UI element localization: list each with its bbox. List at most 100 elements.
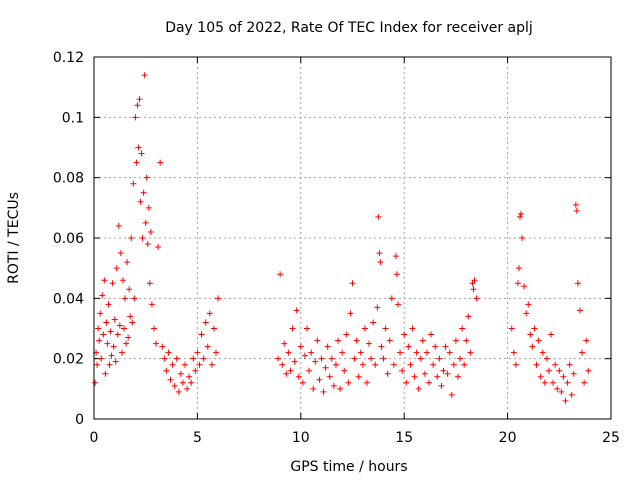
data-point: [190, 355, 197, 362]
data-point: [353, 337, 360, 344]
data-point: [548, 331, 555, 338]
data-point: [374, 304, 381, 311]
data-point: [120, 325, 127, 332]
data-point: [337, 385, 344, 392]
data-point: [440, 367, 447, 374]
data-point: [394, 301, 401, 308]
data-point: [426, 379, 433, 386]
data-point: [177, 370, 184, 377]
data-point: [124, 259, 131, 266]
data-point: [521, 283, 528, 290]
data-point: [552, 361, 559, 368]
data-point: [541, 379, 548, 386]
data-point: [529, 343, 536, 350]
data-point: [161, 355, 168, 362]
data-point: [115, 222, 122, 229]
data-point: [105, 301, 112, 308]
x-tick-label: 5: [193, 430, 202, 446]
data-point: [324, 343, 331, 350]
data-point: [407, 361, 414, 368]
data-point: [368, 355, 375, 362]
data-point: [326, 373, 333, 380]
data-point: [181, 361, 188, 368]
data-point: [133, 159, 140, 166]
data-point: [566, 361, 573, 368]
data-point: [508, 325, 515, 332]
data-point: [382, 325, 389, 332]
data-point: [550, 379, 557, 386]
data-point: [129, 319, 136, 326]
data-point: [446, 349, 453, 356]
data-point: [531, 325, 538, 332]
data-point: [169, 361, 176, 368]
data-point: [413, 349, 420, 356]
data-point: [377, 259, 384, 266]
data-point: [436, 355, 443, 362]
data-point: [457, 355, 464, 362]
data-point: [95, 325, 102, 332]
data-point: [421, 370, 428, 377]
data-point: [186, 373, 193, 380]
data-point: [390, 361, 397, 368]
data-point: [98, 355, 105, 362]
data-point: [579, 349, 586, 356]
data-point: [184, 385, 191, 392]
data-point: [533, 361, 540, 368]
data-point: [335, 337, 342, 344]
data-point: [411, 373, 418, 380]
data-point: [283, 370, 290, 377]
data-point: [175, 388, 182, 395]
data-point: [188, 379, 195, 386]
data-point: [200, 355, 207, 362]
data-point: [376, 250, 383, 257]
data-point: [137, 198, 144, 205]
data-point: [471, 277, 478, 284]
data-point: [401, 331, 408, 338]
y-tick-label: 0: [75, 412, 84, 428]
chart-title: Day 105 of 2022, Rate Of TEC Index for r…: [165, 20, 533, 36]
data-point: [139, 235, 146, 241]
data-point: [328, 355, 335, 362]
data-point: [308, 349, 315, 356]
data-point: [573, 207, 580, 214]
data-point: [157, 159, 164, 166]
data-point: [318, 355, 325, 362]
data-point: [357, 349, 364, 356]
data-point: [343, 331, 350, 338]
data-point: [213, 349, 220, 356]
data-point: [110, 343, 117, 350]
data-point: [99, 292, 106, 299]
y-tick-label: 0.04: [53, 291, 84, 307]
data-point: [359, 361, 366, 368]
data-point: [167, 376, 174, 383]
data-point: [202, 319, 209, 326]
data-point: [434, 373, 441, 380]
data-point: [585, 367, 592, 374]
data-point: [312, 358, 319, 365]
data-point: [150, 325, 157, 332]
data-point: [554, 385, 561, 392]
data-point: [146, 280, 153, 287]
tick-layer: 0 0.02 0.04 0.06 0.08 0.1 0.12 0 5 10 15 20 25: [53, 50, 620, 446]
data-point: [179, 379, 186, 386]
data-point: [140, 189, 147, 196]
data-point: [409, 325, 416, 332]
data-point: [123, 340, 130, 347]
y-tick-label: 0.12: [53, 50, 84, 66]
data-point: [297, 343, 304, 350]
data-point: [576, 307, 583, 314]
data-point: [111, 316, 118, 323]
data-point: [136, 96, 143, 103]
data-point: [517, 213, 524, 220]
data-point: [515, 265, 522, 272]
data-point: [165, 349, 172, 356]
data-point: [388, 295, 395, 302]
y-tick-label: 0.02: [53, 352, 84, 368]
data-point: [470, 286, 477, 293]
data-point: [514, 280, 521, 287]
grid-layer: [94, 57, 611, 419]
data-point: [518, 210, 525, 217]
data-point: [145, 204, 152, 211]
data-point: [142, 219, 149, 226]
